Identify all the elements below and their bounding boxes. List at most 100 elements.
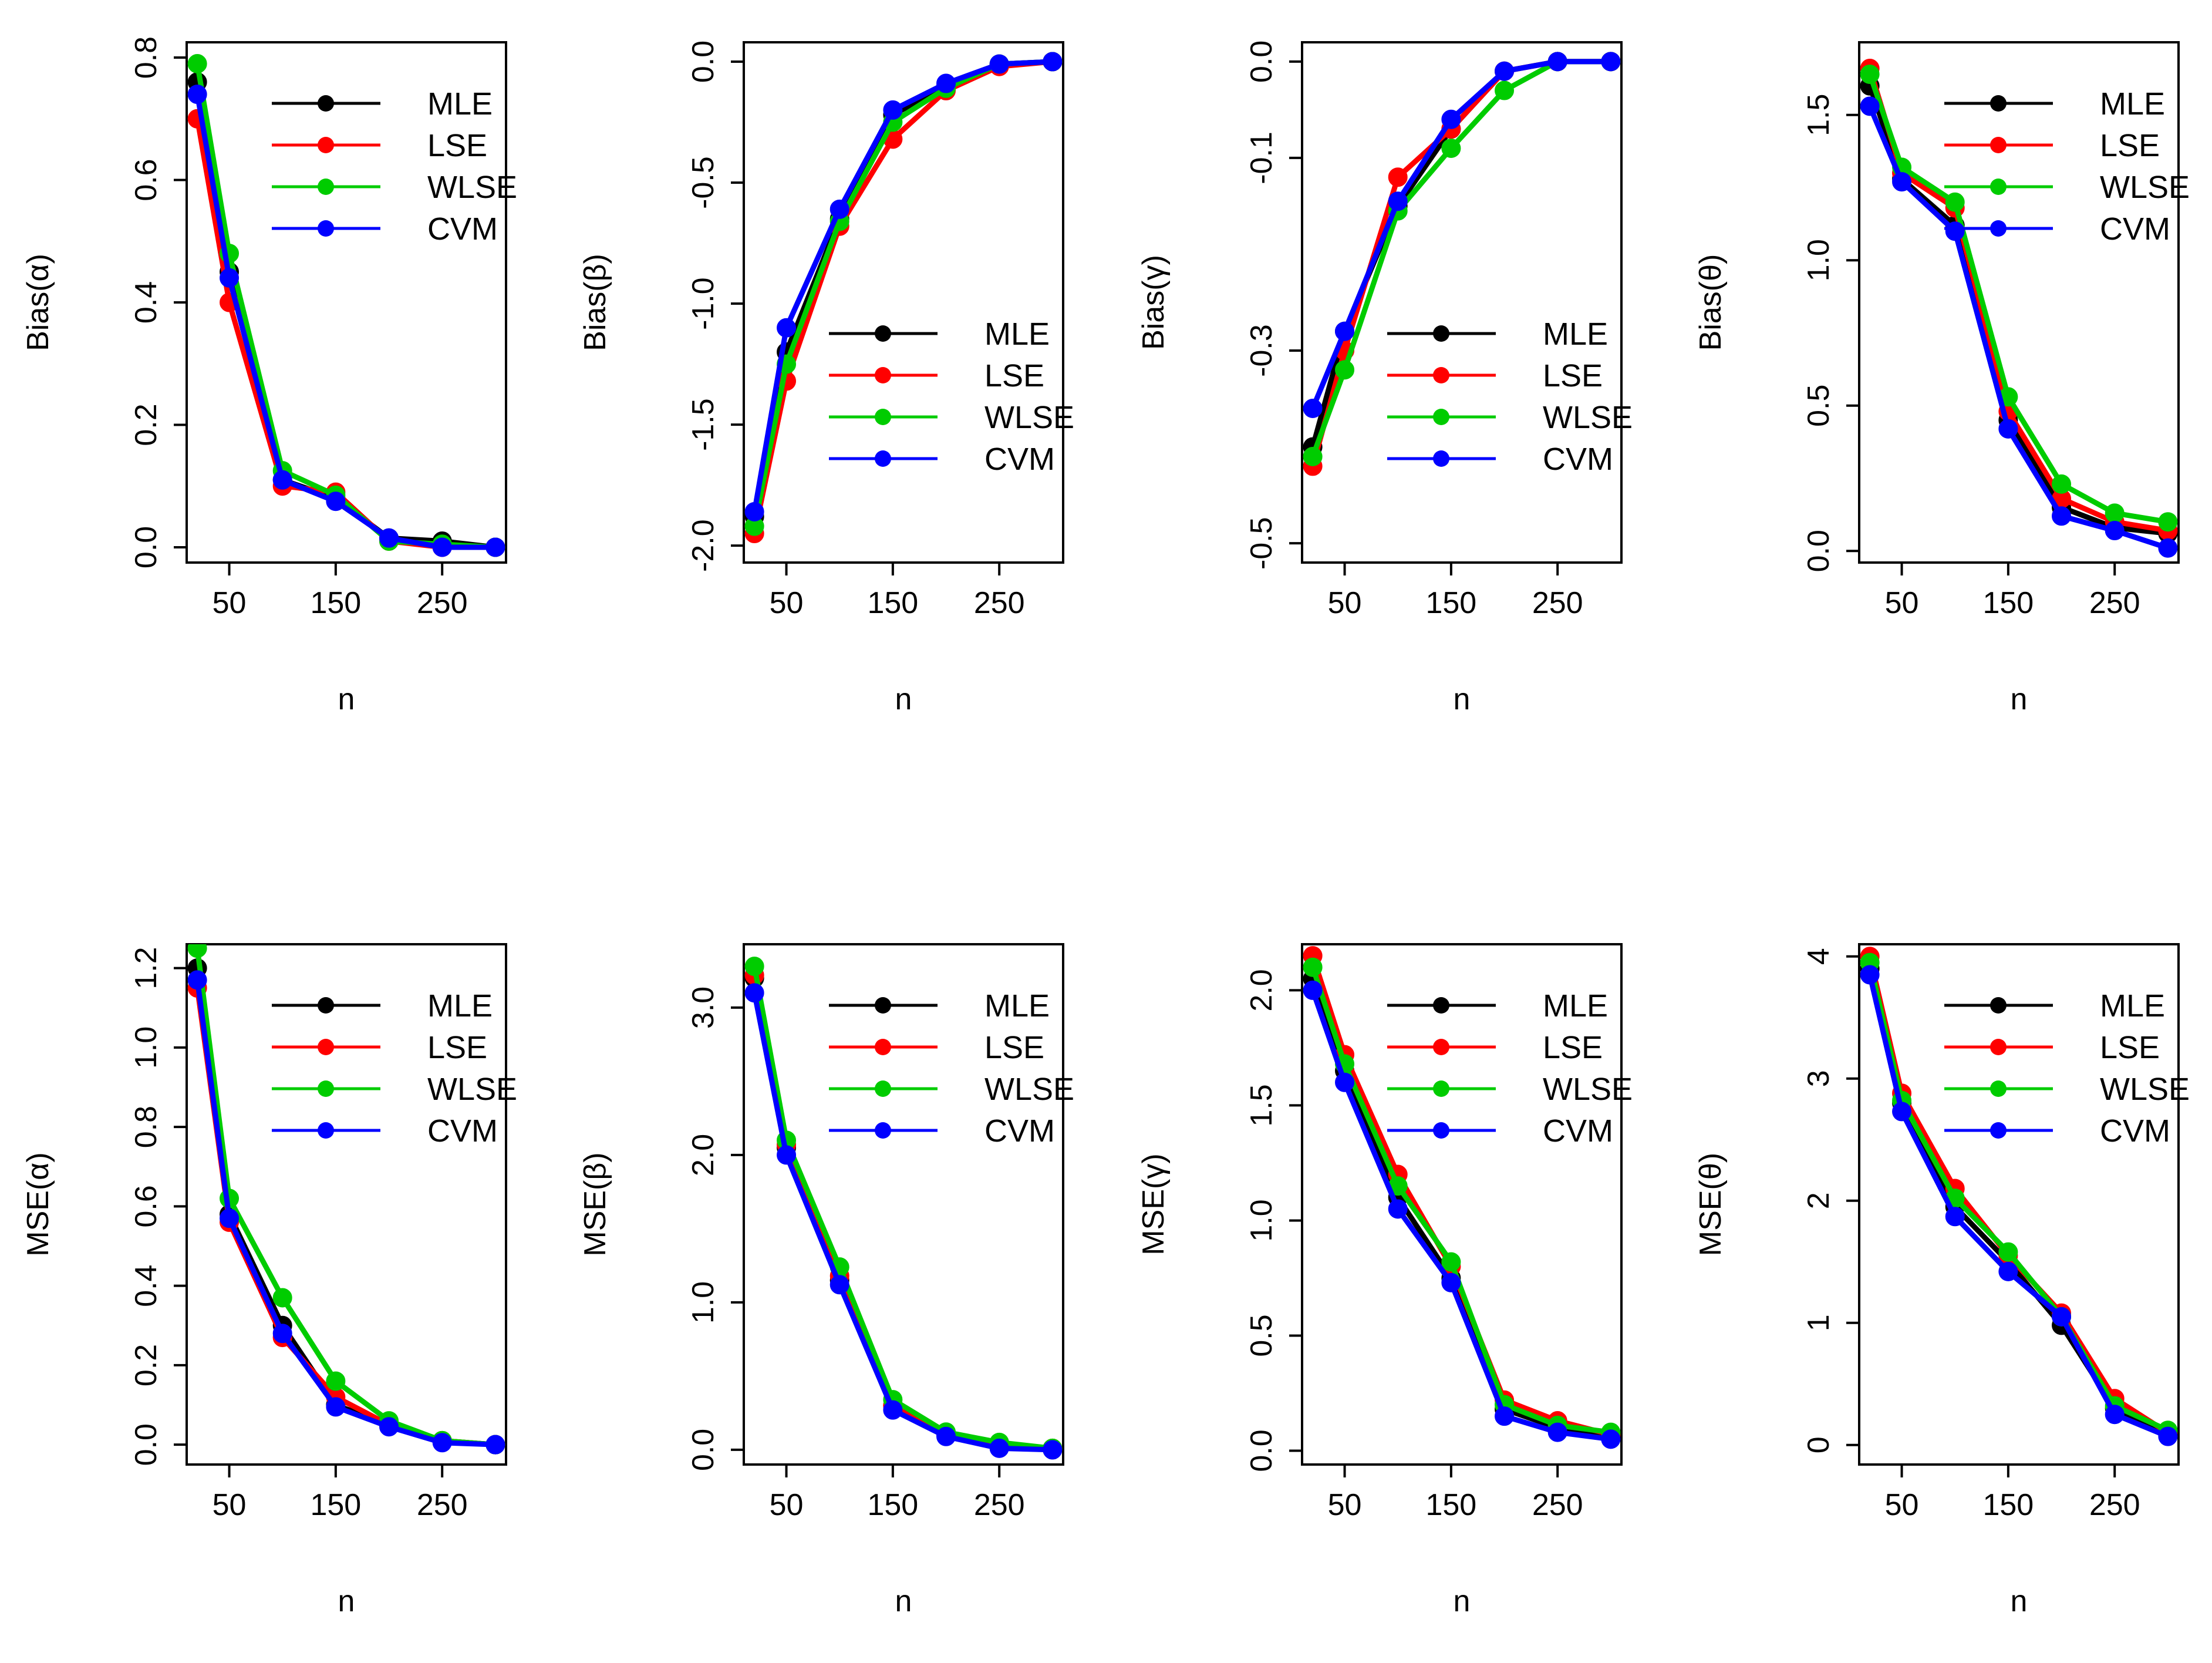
legend-label: WLSE [2100, 1072, 2190, 1107]
legend-marker [1990, 1080, 2007, 1097]
x-axis-title: n [1454, 682, 1471, 716]
legend-marker [1433, 1080, 1449, 1097]
data-point-cvm [220, 268, 240, 288]
legend-marker [1433, 450, 1449, 467]
y-tick-label: 0 [1802, 1436, 1836, 1453]
data-point-cvm [485, 1435, 505, 1455]
legend-marker [1433, 409, 1449, 425]
data-point-cvm [2052, 506, 2072, 526]
data-point-wlse [187, 53, 207, 73]
data-point-cvm [326, 492, 346, 511]
chart-panel-4: 50 150 250 0.0 0.5 1.0 1.5 n Bias(θ) MLE LSE WLSE CV… [1694, 41, 2190, 716]
y-tick-label: 2.0 [1245, 969, 1279, 1011]
y-tick-label: -0.5 [1245, 517, 1279, 570]
y-tick-label: 4 [1802, 948, 1836, 965]
y-tick-label: 0.2 [129, 403, 163, 446]
chart-panel-8: 50 150 250 0 1 2 3 4 n MSE(θ) MLE LSE WLSE CVM [1694, 943, 2190, 1618]
legend-marker [1990, 95, 2007, 112]
y-tick-label: 2.0 [686, 1134, 720, 1176]
data-point-cvm [1388, 1199, 1408, 1219]
x-tick-label: 50 [1885, 586, 1919, 620]
plot-frame [1301, 41, 1623, 564]
data-point-cvm [1547, 52, 1567, 72]
x-tick-label: 150 [310, 586, 361, 620]
y-tick-label: -1.5 [686, 398, 720, 451]
data-point-cvm [220, 1208, 240, 1228]
legend-label: CVM [1543, 1113, 1613, 1149]
legend-marker [875, 325, 891, 342]
legend-marker [875, 367, 891, 383]
data-point-lse [1388, 167, 1408, 187]
legend-marker [318, 220, 334, 237]
y-tick-label: 0.4 [129, 281, 163, 324]
data-point-wlse [1495, 80, 1515, 100]
legend-label: LSE [1543, 358, 1603, 393]
x-axis-title: n [338, 1584, 355, 1618]
data-point-cvm [936, 73, 956, 93]
legend-label: CVM [984, 442, 1055, 477]
plot-frame [186, 943, 507, 1466]
legend-marker [1433, 1039, 1449, 1055]
data-point-cvm [1495, 61, 1515, 81]
x-tick-label: 50 [1328, 1488, 1362, 1522]
data-point-wlse [2158, 512, 2178, 532]
legend-marker [1990, 1122, 2007, 1139]
y-tick-label: 0.0 [129, 526, 163, 568]
x-tick-label: 250 [2089, 586, 2140, 620]
legend-marker [318, 179, 334, 195]
x-tick-label: 250 [2089, 1488, 2140, 1522]
data-point-cvm [326, 1397, 346, 1417]
y-tick-label: 2 [1802, 1192, 1836, 1209]
data-point-cvm [1303, 980, 1323, 1000]
legend-marker [875, 997, 891, 1014]
legend-marker [875, 1122, 891, 1139]
legend-label: MLE [1543, 988, 1608, 1024]
legend-label: WLSE [427, 170, 517, 205]
x-tick-label: 150 [1425, 1488, 1476, 1522]
y-tick-label: -0.1 [1245, 132, 1279, 184]
data-point-cvm [989, 1438, 1009, 1458]
data-point-wlse [187, 944, 207, 958]
y-tick-label: 0.0 [1802, 530, 1836, 572]
data-point-cvm [1601, 52, 1621, 72]
series-layer [187, 944, 505, 1455]
legend-label: LSE [984, 1030, 1044, 1065]
series-layer [1303, 52, 1621, 476]
y-tick-label: 0.0 [686, 1429, 720, 1471]
data-point-cvm [830, 1275, 849, 1295]
x-tick-label: 150 [867, 586, 918, 620]
data-point-cvm [1547, 1422, 1567, 1442]
legend: MLE LSE WLSE CVM [1944, 988, 2190, 1149]
legend-marker [318, 1122, 334, 1139]
legend-label: MLE [2100, 988, 2165, 1024]
x-tick-label: 250 [417, 586, 468, 620]
legend: MLE LSE WLSE CVM [1944, 86, 2190, 247]
data-point-cvm [1441, 109, 1461, 129]
x-axis-title: n [1454, 1584, 1471, 1618]
data-point-cvm [2158, 538, 2178, 558]
data-point-wlse [744, 957, 764, 977]
y-tick-label: 3.0 [686, 987, 720, 1029]
data-point-cvm [936, 1426, 956, 1446]
legend: MLE LSE WLSE CVM [829, 988, 1074, 1149]
legend-marker [1990, 179, 2007, 195]
legend-marker [1990, 997, 2007, 1014]
y-tick-label: 0.8 [129, 36, 163, 79]
data-point-cvm [2105, 1405, 2125, 1425]
chart-panel-6: 50 150 250 0.0 1.0 2.0 3.0 n MSE(β) MLE LSE WLSE CVM [578, 943, 1074, 1618]
data-point-cvm [777, 1145, 797, 1165]
legend-label: WLSE [984, 1072, 1074, 1107]
series-line-lse [1867, 955, 2170, 1435]
x-axis-title: n [895, 1584, 912, 1618]
data-point-wlse [326, 1371, 346, 1391]
data-point-cvm [744, 501, 764, 521]
legend-label: CVM [2100, 211, 2170, 247]
y-tick-label: 0.4 [129, 1265, 163, 1307]
y-tick-label: 1.0 [686, 1281, 720, 1324]
data-point-wlse [1441, 138, 1461, 158]
legend-label: CVM [427, 211, 498, 247]
chart-panel-7: 50 150 250 0.0 0.5 1.0 1.5 2.0 n MSE(γ) MLE LSE WLSE… [1137, 943, 1633, 1618]
legend-label: WLSE [1543, 1072, 1633, 1107]
y-axis-title: Bias(β) [578, 254, 612, 351]
y-tick-label: 1.2 [129, 947, 163, 989]
